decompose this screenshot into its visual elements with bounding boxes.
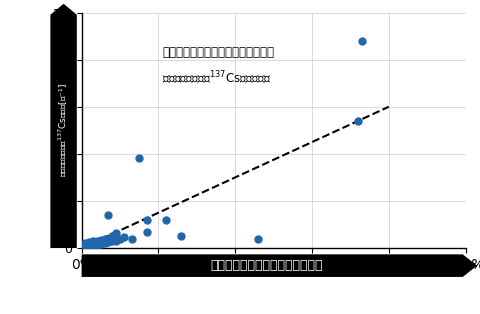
Point bbox=[120, 234, 128, 239]
Point bbox=[89, 242, 97, 247]
Point bbox=[101, 241, 108, 246]
Text: 建物の面積の割合が増えるにつれて: 建物の面積の割合が増えるにつれて bbox=[162, 46, 274, 58]
Point bbox=[85, 240, 93, 245]
Point bbox=[354, 118, 362, 123]
Point bbox=[97, 237, 105, 242]
Point bbox=[105, 240, 112, 245]
Point bbox=[93, 243, 101, 248]
Point bbox=[82, 241, 89, 246]
Point bbox=[85, 243, 93, 248]
Point bbox=[93, 238, 101, 243]
Point bbox=[82, 244, 89, 249]
Point bbox=[108, 239, 116, 244]
Point bbox=[97, 240, 105, 245]
Point bbox=[112, 230, 120, 236]
Point bbox=[143, 230, 151, 235]
Text: 流域に占める建物用地面積の割合: 流域に占める建物用地面積の割合 bbox=[210, 259, 323, 272]
Point bbox=[105, 213, 112, 218]
Point bbox=[101, 236, 108, 241]
Point bbox=[128, 236, 135, 241]
Point bbox=[135, 155, 143, 160]
Text: 基準化した溶存態$^{137}$Cs濃度　[㎥⁻¹]: 基準化した溶存態$^{137}$Cs濃度 [㎥⁻¹] bbox=[57, 83, 70, 177]
Point bbox=[254, 236, 262, 241]
Point bbox=[112, 238, 120, 243]
Point bbox=[116, 236, 124, 241]
Point bbox=[358, 38, 366, 43]
Point bbox=[143, 217, 151, 222]
Text: 基準化した溶存態$^{137}$Cs濃度も増加: 基準化した溶存態$^{137}$Cs濃度も増加 bbox=[162, 69, 272, 86]
Point bbox=[178, 233, 185, 238]
Point bbox=[108, 233, 116, 238]
Point bbox=[89, 239, 97, 244]
Point bbox=[89, 244, 97, 249]
Point bbox=[93, 241, 101, 246]
Point bbox=[162, 217, 170, 222]
Point bbox=[97, 242, 105, 247]
